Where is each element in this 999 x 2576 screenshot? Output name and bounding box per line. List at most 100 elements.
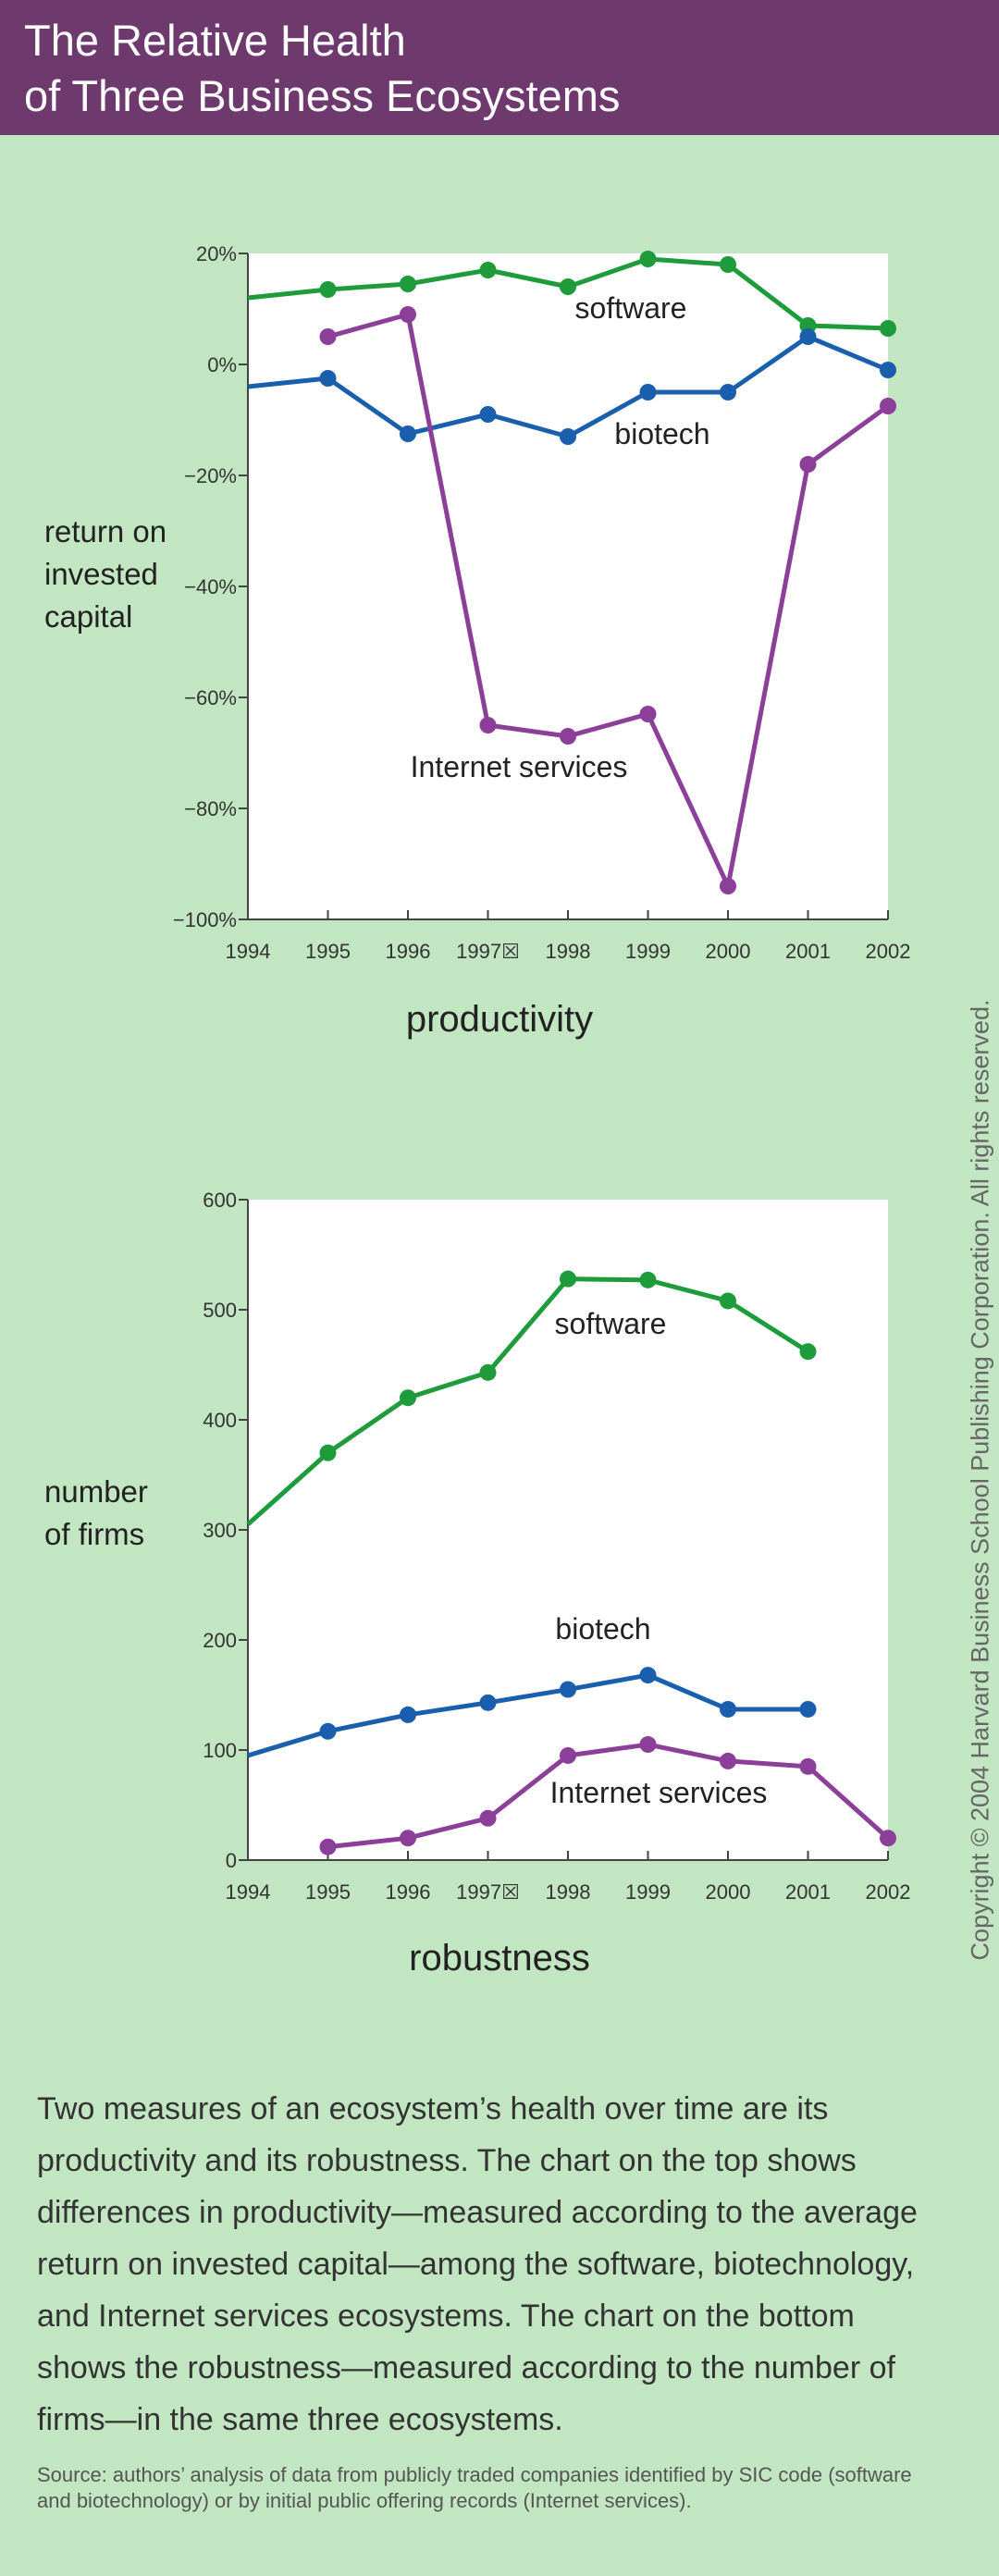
data-point-software	[560, 278, 576, 295]
data-point-internet-services	[720, 878, 736, 894]
data-point-internet-services	[720, 1752, 736, 1769]
productivity-chart: 20% 0% −20% −40% −60% −80% −100% 1994 1995 1996 19…	[0, 0, 999, 1073]
copyright-notice: Copyright © 2004 Harvard Business School…	[966, 999, 994, 1961]
data-point-internet-services	[799, 1757, 817, 1775]
data-point-internet-services	[560, 728, 576, 745]
x-tick-label: 1999	[625, 940, 671, 963]
x-tick-label: 2001	[785, 940, 831, 963]
y-axis-label-line: number	[44, 1474, 148, 1509]
source-note: Source: authors’ analysis of data from p…	[37, 2463, 912, 2512]
data-point-software	[479, 262, 497, 278]
x-tick-label: 1997☒	[456, 940, 520, 963]
header-banner: The Relative Health of Three Business Ec…	[0, 0, 999, 135]
series-label: Internet services	[411, 750, 628, 783]
x-tick-label: 1998	[546, 1880, 591, 1904]
series-line-internet-services	[327, 312, 890, 889]
series-line-biotech	[247, 1672, 808, 1758]
series-label: software	[555, 1307, 667, 1340]
data-point-internet-services	[479, 1809, 497, 1827]
series-label: biotech	[555, 1612, 650, 1645]
data-point-software	[639, 1271, 657, 1288]
data-point-biotech	[319, 370, 337, 387]
series-label: Internet services	[550, 1776, 768, 1809]
data-point-internet-services	[639, 1736, 657, 1754]
data-point-biotech	[880, 362, 896, 378]
robustness-y-axis-label: number of firms	[44, 1471, 148, 1556]
x-tick-label: 1996	[386, 1880, 431, 1904]
data-point-biotech	[319, 1722, 337, 1740]
y-tick-label: 100	[203, 1739, 237, 1762]
series-line-software	[246, 1276, 809, 1526]
data-point-software	[479, 1363, 497, 1381]
data-point-software	[720, 1292, 736, 1310]
y-tick-label: 500	[203, 1299, 237, 1322]
page-title-line2: of Three Business Ecosystems	[24, 71, 621, 120]
data-point-internet-services	[319, 328, 337, 345]
data-point-internet-services	[880, 1830, 896, 1847]
data-point-internet-services	[400, 1830, 416, 1847]
x-tick-label: 1996	[386, 940, 431, 963]
x-tick-label: 2000	[706, 940, 751, 963]
productivity-y-axis-label: return on invested capital	[44, 511, 166, 638]
productivity-plot: 20% 0% −20% −40% −60% −80% −100% 1994 1995 1996 19…	[173, 242, 911, 963]
data-point-software	[560, 1270, 576, 1288]
x-tick-label: 1994	[226, 940, 271, 963]
y-tick-label: 300	[203, 1519, 237, 1542]
y-axis-label-line: invested	[44, 557, 158, 591]
x-tick-label: 2000	[706, 1880, 751, 1904]
data-point-internet-services	[799, 456, 817, 473]
productivity-chart-title: productivity	[405, 999, 594, 1040]
y-tick-label: −80%	[184, 797, 237, 820]
data-point-software	[720, 256, 736, 273]
y-tick-label: −40%	[184, 575, 237, 598]
y-tick-label: −20%	[184, 464, 237, 487]
data-point-internet-services	[560, 1746, 576, 1764]
data-point-biotech	[560, 428, 576, 445]
robustness-chart: 0 100 200 300 400 500 600 1994 1995 1996 1997☒ 1998…	[0, 1073, 999, 2016]
x-tick-label: 2002	[866, 1880, 911, 1904]
y-tick-label: 20%	[196, 242, 237, 265]
y-tick-label: 0%	[207, 353, 237, 376]
y-axis-label-line: capital	[44, 599, 133, 634]
data-point-internet-services	[400, 306, 416, 323]
robustness-plot: 0 100 200 300 400 500 600 1994 1995 1996 1997☒ 1998…	[203, 1189, 911, 1904]
x-tick-label: 2002	[866, 940, 911, 963]
series-label: software	[575, 291, 687, 325]
data-point-biotech	[720, 1700, 736, 1718]
data-point-software	[400, 1389, 416, 1407]
x-tick-label: 2001	[785, 1880, 831, 1904]
y-tick-label: −60%	[184, 686, 237, 709]
robustness-chart-title: robustness	[409, 1938, 590, 1978]
plot-area	[248, 253, 888, 919]
y-axis-label-line: return on	[44, 514, 167, 548]
data-point-biotech	[479, 406, 497, 423]
data-point-biotech	[639, 384, 657, 401]
data-point-software	[400, 276, 416, 292]
x-tick-label: 1999	[625, 1880, 671, 1904]
y-tick-label: 0	[226, 1849, 237, 1872]
description-text: Two measures of an ecosystem’s health ov…	[37, 2091, 918, 2437]
data-point-internet-services	[319, 1838, 337, 1855]
y-tick-label: 400	[203, 1409, 237, 1432]
data-point-software	[799, 1343, 817, 1361]
data-point-software	[319, 281, 337, 298]
data-point-biotech	[400, 1706, 416, 1723]
series-label: biotech	[614, 417, 709, 450]
data-point-biotech	[720, 384, 736, 401]
y-axis-label-line: of firms	[44, 1517, 145, 1551]
data-point-internet-services	[880, 398, 896, 414]
x-tick-label: 1998	[546, 940, 591, 963]
y-tick-label: −100%	[173, 908, 237, 931]
x-tick-label: 1997☒	[456, 1880, 520, 1904]
data-point-internet-services	[479, 717, 497, 733]
y-tick-label: 200	[203, 1629, 237, 1652]
x-tick-label: 1995	[305, 940, 351, 963]
y-tick-label: 600	[203, 1189, 237, 1212]
x-tick-label: 1994	[226, 1880, 271, 1904]
data-point-biotech	[799, 1700, 817, 1718]
data-point-biotech	[560, 1681, 576, 1698]
data-point-biotech	[799, 328, 817, 345]
data-point-internet-services	[639, 706, 657, 722]
x-tick-label: 1995	[305, 1880, 351, 1904]
data-point-software	[639, 251, 657, 267]
